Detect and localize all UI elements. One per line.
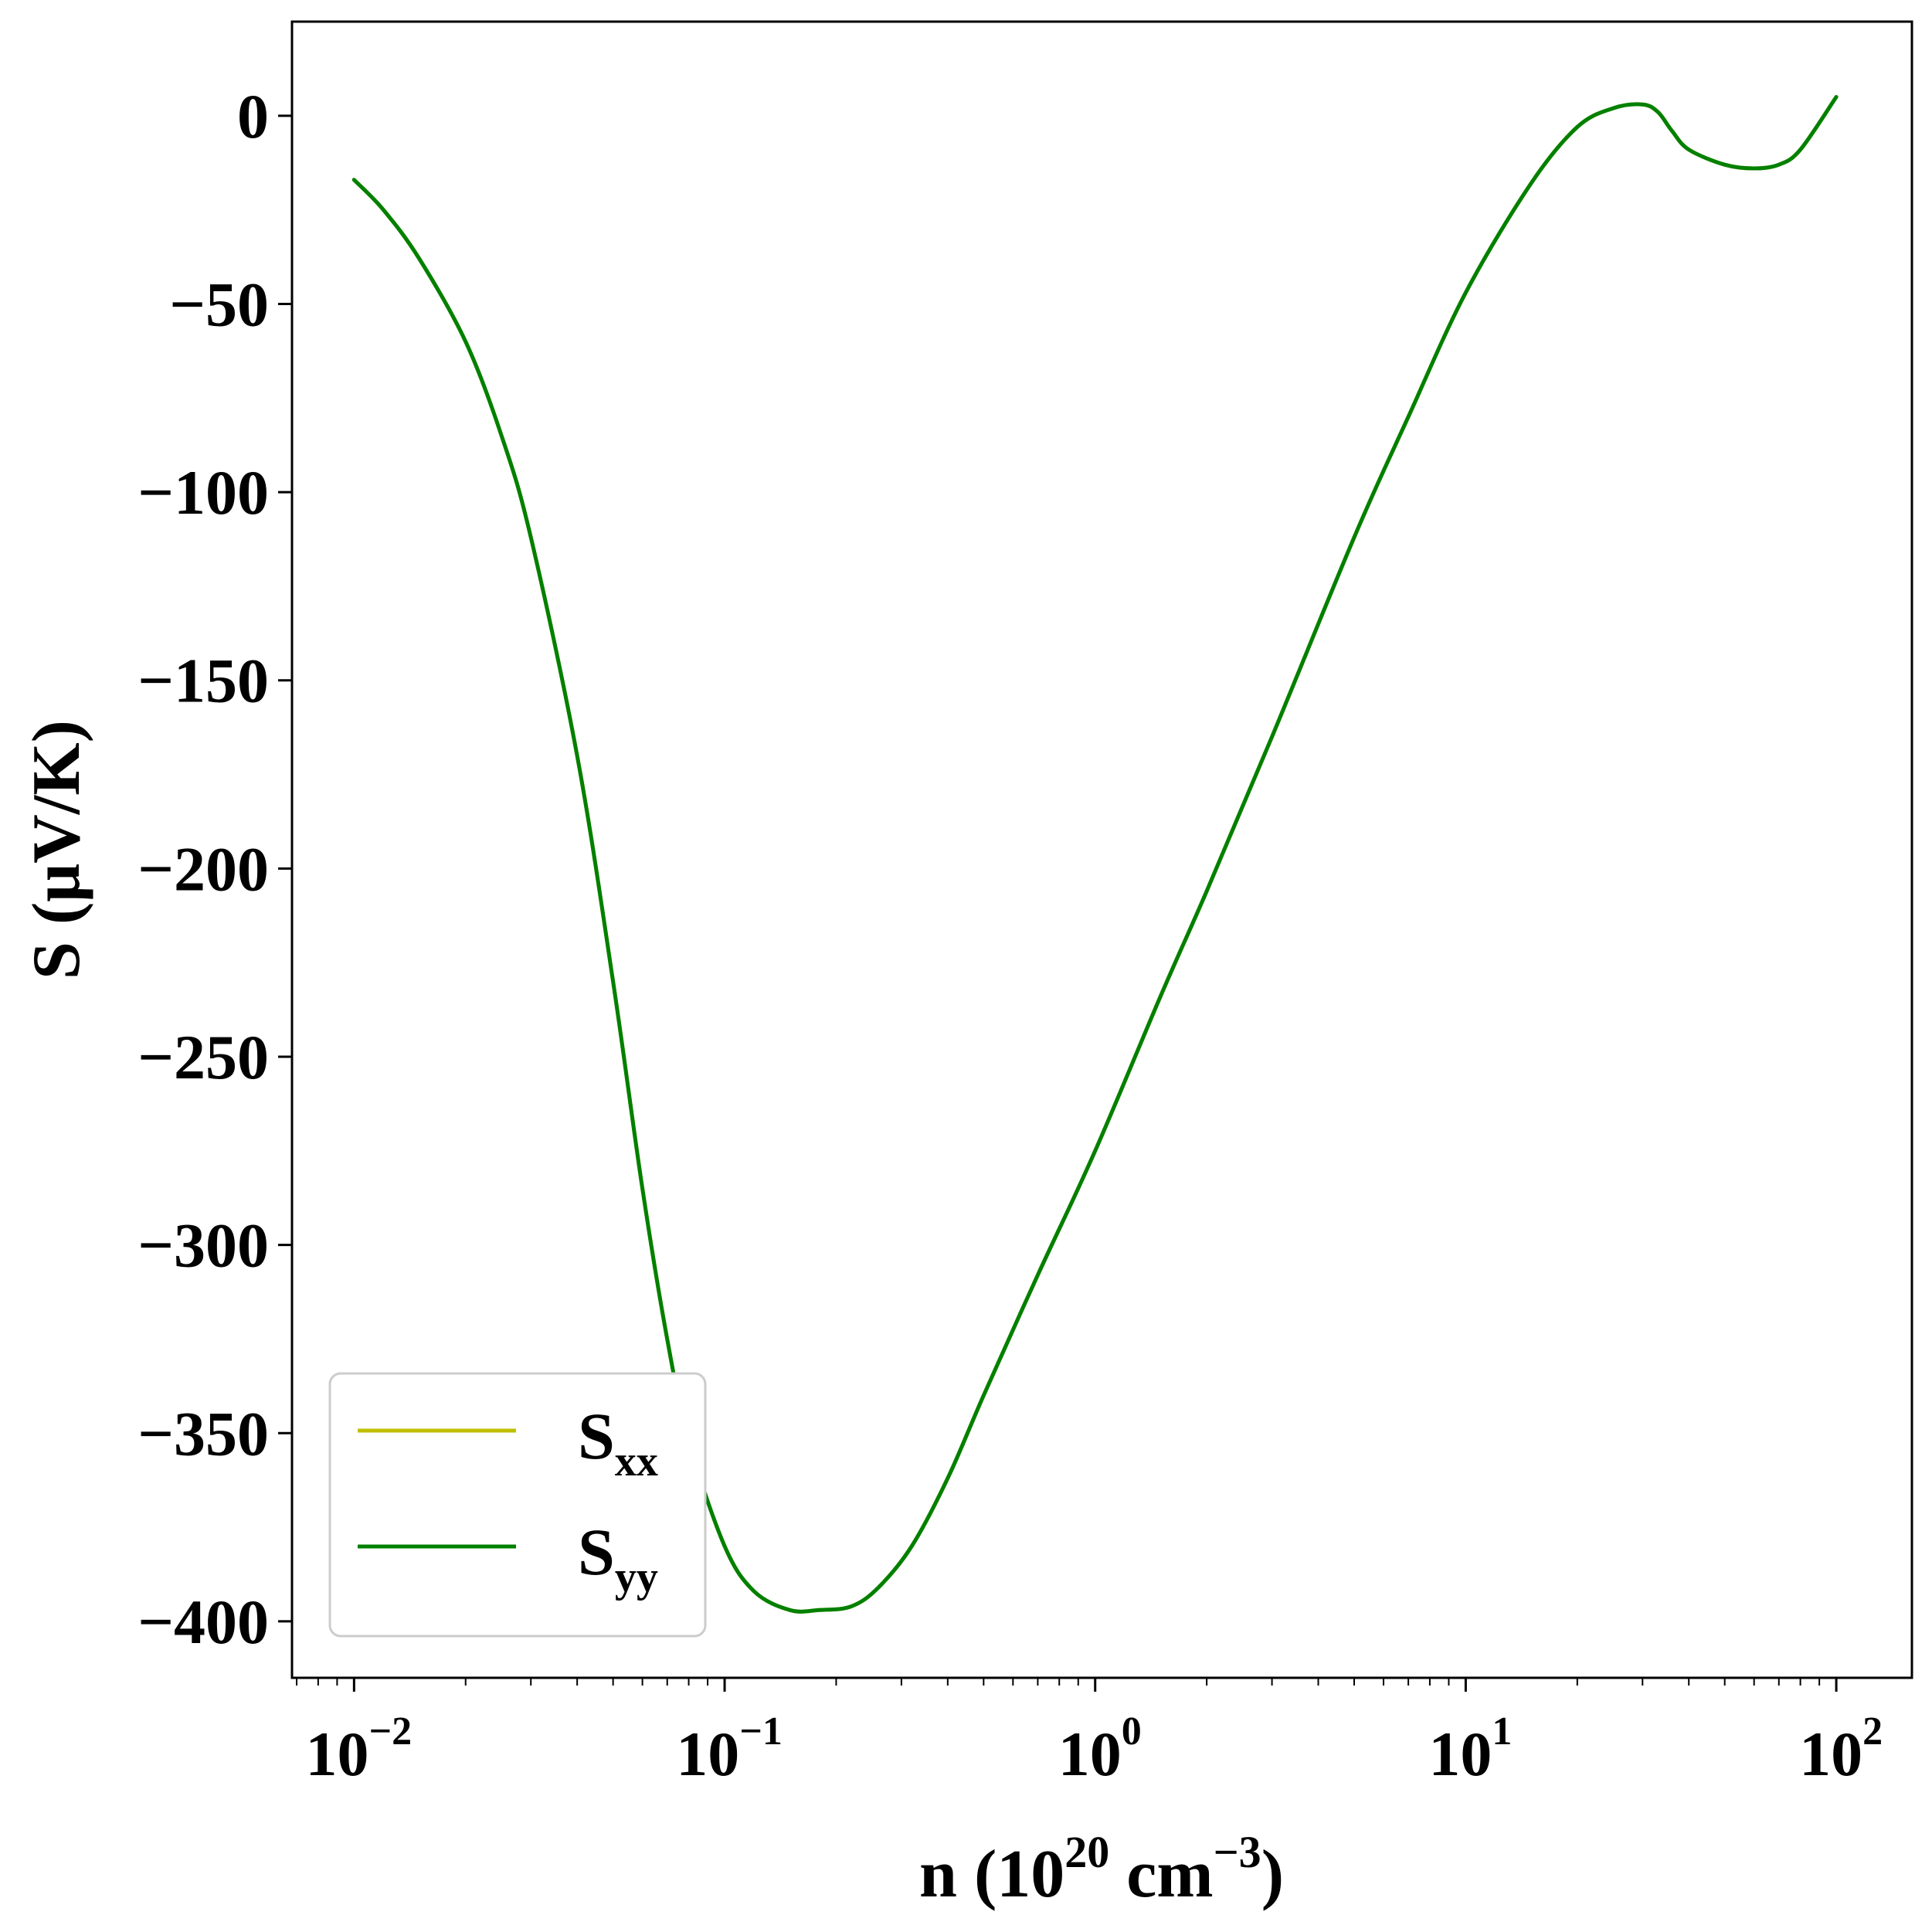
y-tick-label: −350: [138, 1398, 269, 1468]
y-axis-ticks: 0 −50 −100 −150 −200 −250 −300 −350 −400: [138, 81, 292, 1657]
x-axis-title-prefix: n (10: [919, 1837, 1064, 1912]
x-tick-label: 10−1: [676, 1709, 783, 1789]
x-axis-ticks: 10−2 10−1 100 101 102: [296, 1678, 1883, 1789]
y-tick-label: −150: [138, 646, 269, 716]
x-tick-label: 100: [1058, 1709, 1142, 1789]
legend-label-sxx: Sxx: [578, 1399, 658, 1485]
y-tick-label: 0: [237, 81, 269, 151]
x-axis-title: n (1020 cm−3): [919, 1827, 1284, 1912]
y-tick-label: −200: [138, 833, 269, 904]
legend: Sxx Syy: [328, 1372, 707, 1638]
y-tick-label: −400: [138, 1587, 269, 1657]
y-tick-label: −100: [138, 457, 269, 528]
x-axis-title-sup2: −3: [1214, 1827, 1261, 1877]
y-axis-title: S (μV/K): [19, 720, 94, 979]
legend-box: [328, 1372, 707, 1638]
x-tick-label: 101: [1428, 1709, 1512, 1789]
y-tick-label: −50: [169, 269, 269, 339]
series-layer: [351, 95, 1839, 1614]
x-tick-label: 10−2: [306, 1709, 413, 1789]
x-tick-label: 102: [1799, 1709, 1883, 1789]
y-tick-label: −300: [138, 1210, 269, 1281]
y-tick-label: −250: [138, 1022, 269, 1092]
series-line-syy: [351, 95, 1839, 1614]
x-axis-title-suffix: ): [1261, 1837, 1284, 1912]
plot-frame: [290, 20, 1913, 1679]
legend-label-syy: Syy: [578, 1515, 658, 1601]
x-axis-title-middle: cm: [1109, 1837, 1213, 1912]
x-axis-title-sup1: 20: [1064, 1827, 1109, 1877]
